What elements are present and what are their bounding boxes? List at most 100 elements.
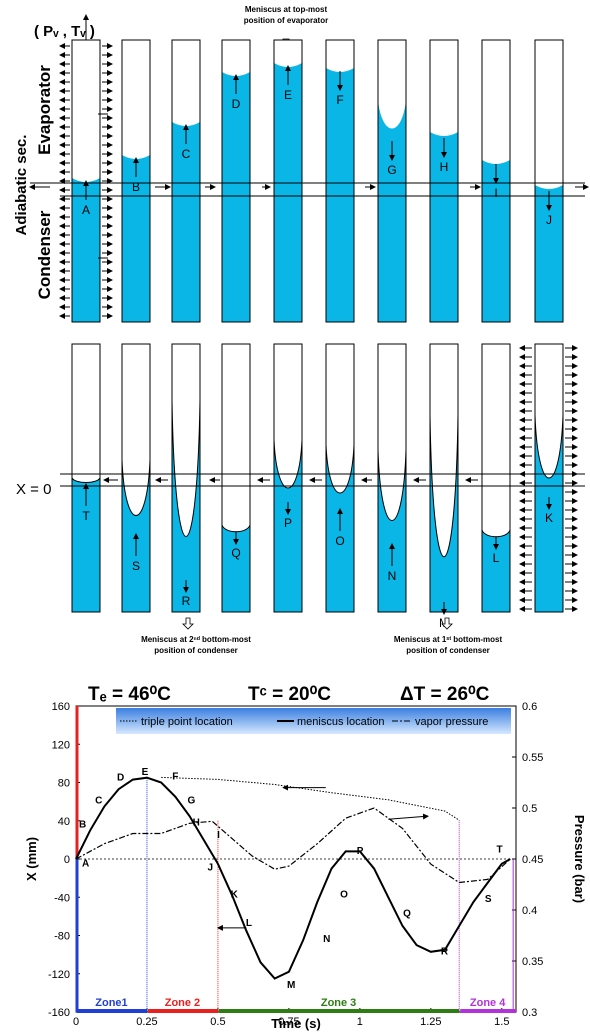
tube: E xyxy=(273,39,303,323)
annotation-1st-line1: Meniscus at 1ˢᵗ bottom-most xyxy=(394,635,503,644)
legend-vapor-pressure: vapor pressure xyxy=(415,716,488,728)
tube: P xyxy=(273,343,303,613)
heat-flux-arrows-middle xyxy=(519,345,578,612)
tube: K xyxy=(534,343,564,613)
liquid xyxy=(172,400,200,612)
y-tick-label: -160 xyxy=(48,1007,70,1019)
vapor-region xyxy=(378,40,406,129)
point-label-F: F xyxy=(336,93,343,107)
y-tick-label: 160 xyxy=(52,701,70,713)
right-arrow-icon xyxy=(388,813,429,820)
point-label-L: L xyxy=(493,551,500,565)
liquid xyxy=(274,63,302,322)
tube: L xyxy=(481,343,511,613)
annotation-1st-line2: position of condenser xyxy=(406,646,490,655)
tube: O xyxy=(325,343,355,613)
chart-point-label-R: R xyxy=(441,947,449,958)
legend: triple point location meniscus location … xyxy=(120,716,488,728)
tube-border xyxy=(71,39,101,323)
series-vapor-pressure xyxy=(75,807,511,884)
y2-tick-label: 0.5 xyxy=(522,803,537,815)
param-te: Tₑ = 46⁰C xyxy=(88,684,171,705)
legend-box xyxy=(116,708,511,734)
x-tick-label: 1 xyxy=(357,1016,363,1028)
meniscus-curve xyxy=(71,477,101,483)
chart-point-label-H: H xyxy=(193,818,200,829)
tube: C xyxy=(171,39,201,323)
tube: N xyxy=(377,343,407,613)
tube-border xyxy=(325,343,355,613)
liquid xyxy=(378,450,406,612)
tube-border xyxy=(121,39,151,323)
series-meniscus-location xyxy=(75,776,511,980)
tube: B xyxy=(121,39,151,323)
chart-point-label-O: O xyxy=(340,889,348,900)
y2-tick-label: 0.35 xyxy=(522,956,543,968)
point-label-C: C xyxy=(182,147,191,161)
point-label-I: I xyxy=(494,186,497,200)
liquid xyxy=(122,155,150,322)
point-label-K: K xyxy=(545,511,553,525)
liquid xyxy=(378,100,406,322)
x-zero-label: X = 0 xyxy=(16,481,51,498)
middle-tubes: T S R Q P O N M L K xyxy=(71,343,564,630)
middle-panel: X = 0 T S R Q P O N M L K Meniscus at 2ⁿᵈ bottom-… xyxy=(16,343,585,655)
tube-border xyxy=(481,343,511,613)
liquid xyxy=(274,440,302,612)
tube-border xyxy=(534,39,564,323)
chart-point-label-J: J xyxy=(208,862,214,873)
chart-point-label-I: I xyxy=(217,830,220,841)
tube-border xyxy=(481,39,511,323)
y-tick-label: 80 xyxy=(58,778,70,790)
liquid xyxy=(222,525,250,612)
annotation-2nd-line1: Meniscus at 2ⁿᵈ bottom-most xyxy=(141,635,251,644)
y-axis-label: X (mm) xyxy=(24,837,39,881)
chart-point-label-L: L xyxy=(246,918,252,929)
y-tick-label: -80 xyxy=(54,931,70,943)
chart-point-label-K: K xyxy=(231,889,239,900)
evaporator-label: Evaporator xyxy=(35,65,54,155)
point-label-H: H xyxy=(440,160,449,174)
point-label-A: A xyxy=(82,203,90,217)
chart-point-label-G: G xyxy=(187,796,195,807)
annotation-top-line2: position of evaporator xyxy=(244,16,328,25)
chart-point-label-N: N xyxy=(323,934,330,945)
zone-bars: Zone1 Zone 2 Zone 3 Zone 4 xyxy=(75,706,516,1013)
liquid xyxy=(430,132,458,322)
pv-tv-label: ( Pᵥ , Tᵥ ) xyxy=(34,23,95,40)
y2-tick-label: 0.45 xyxy=(522,854,543,866)
tube: J xyxy=(534,39,564,323)
tube-border xyxy=(171,343,201,613)
y-tick-label: -120 xyxy=(48,969,70,981)
tube-border xyxy=(273,343,303,613)
chart-point-label-E: E xyxy=(142,767,149,778)
chart-point-label-S: S xyxy=(485,894,492,905)
param-tc: Tᶜ = 20⁰C xyxy=(248,684,331,705)
tube: I xyxy=(481,39,511,323)
tube: M xyxy=(429,343,459,630)
x-axis-ticks: 0 0.25 0.5 0.75 1 1.25 1.5 xyxy=(73,1008,509,1028)
zone-label: Zone 4 xyxy=(470,997,506,1009)
x-tick-label: 0.25 xyxy=(136,1016,157,1028)
chart-point-label-M: M xyxy=(287,980,295,991)
liquid xyxy=(535,185,563,322)
liquid xyxy=(482,530,510,612)
x-tick-label: 0 xyxy=(73,1016,79,1028)
liquid xyxy=(482,160,510,322)
tube: H xyxy=(429,39,459,323)
y2-tick-label: 0.3 xyxy=(522,1007,537,1019)
meniscus-curve xyxy=(534,414,564,479)
meniscus-curve xyxy=(221,524,251,533)
y2-axis-ticks: 0.6 0.55 0.5 0.45 0.4 0.35 0.3 xyxy=(512,701,543,1019)
chart-point-label-A: A xyxy=(82,859,89,870)
meniscus-curve xyxy=(377,449,407,521)
tube: A xyxy=(71,39,101,323)
x-tick-label: 1.25 xyxy=(420,1016,441,1028)
chart-point-label-D: D xyxy=(117,773,124,784)
chart-point-label-Q: Q xyxy=(403,908,411,919)
point-label-T: T xyxy=(82,509,90,523)
down-hollow-arrow-icon xyxy=(441,617,453,630)
tube-border xyxy=(71,343,101,613)
annotation-top-line1: Meniscus at top-most xyxy=(245,5,328,14)
